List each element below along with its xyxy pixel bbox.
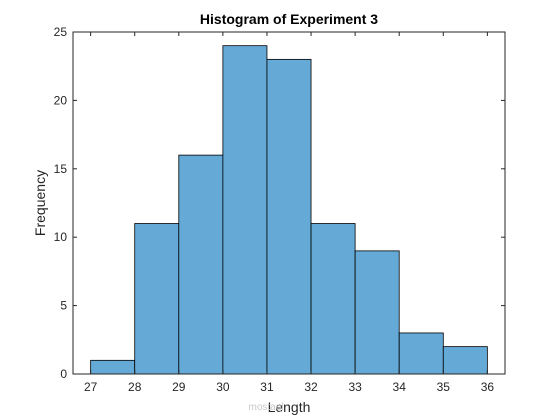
y-tick-label: 25 (54, 25, 68, 39)
y-tick-label: 5 (60, 299, 67, 313)
x-tick-label: 32 (304, 380, 318, 394)
x-tick-label: 31 (260, 380, 274, 394)
histogram-bar (354, 250, 400, 375)
x-tick-label: 28 (128, 380, 142, 394)
bars-group (90, 45, 488, 375)
axes-box (72, 31, 506, 375)
histogram-bar (90, 359, 136, 375)
x-axis-title: Length (268, 399, 311, 415)
y-tick-label: 0 (60, 367, 67, 381)
histogram-bar (134, 223, 180, 375)
y-tick-label: 10 (54, 230, 68, 244)
x-ticks-group: 27 28 29 30 31 32 33 34 35 36 (84, 32, 494, 394)
histogram-bar (178, 154, 224, 375)
x-tick-label: 29 (172, 380, 186, 394)
x-tick-label: 30 (216, 380, 230, 394)
y-tick-label: 15 (54, 162, 68, 176)
histogram-bar (398, 332, 444, 375)
histogram-bar (310, 223, 356, 375)
x-tick-label: 35 (437, 380, 451, 394)
x-tick-label: 34 (393, 380, 407, 394)
histogram-bar (266, 58, 312, 375)
histogram-bar (222, 45, 268, 375)
chart-title: Histogram of Experiment 3 (200, 11, 378, 27)
x-tick-label: 27 (84, 380, 98, 394)
histogram-bar (442, 346, 488, 375)
x-tick-label: 36 (481, 380, 495, 394)
y-ticks-group: 0 5 10 15 20 25 (54, 25, 505, 381)
y-tick-label: 20 (54, 93, 68, 107)
y-axis-title: Frequency (32, 170, 48, 236)
watermark: mostaql (248, 402, 283, 413)
x-tick-label: 33 (348, 380, 362, 394)
